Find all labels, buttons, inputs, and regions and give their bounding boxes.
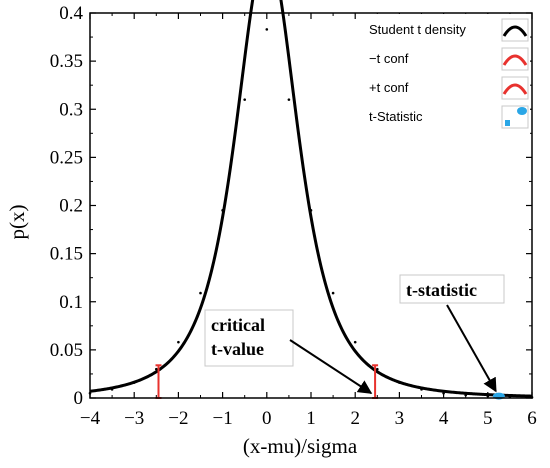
- x-tick-label: −3: [124, 408, 144, 429]
- legend-label: +t conf: [369, 80, 409, 95]
- x-tick-label: −1: [212, 408, 232, 429]
- density-point: [420, 388, 423, 391]
- x-tick-label: 1: [306, 408, 316, 429]
- annotation-arrow: [289, 339, 373, 394]
- annotation-text: t-statistic: [406, 280, 477, 300]
- y-tick-label: 0.05: [50, 340, 83, 361]
- annotation-text: critical: [211, 315, 265, 335]
- legend: Student t density −t conf +t conf t-Statist…: [364, 14, 530, 134]
- legend-entry: t-Statistic: [369, 105, 529, 129]
- density-point: [265, 28, 269, 31]
- x-axis-title: (x-mu)/sigma: [243, 434, 358, 458]
- legend-swatch: [501, 47, 529, 71]
- x-tick-label: 0: [262, 408, 272, 429]
- density-point: [243, 98, 246, 101]
- density-point: [376, 367, 379, 371]
- annotation-text: t-value: [211, 339, 264, 359]
- legend-entry: −t conf: [369, 47, 529, 71]
- density-point: [110, 388, 114, 391]
- density-point: [331, 291, 335, 295]
- x-tick-label: −2: [168, 408, 188, 429]
- density-point: [199, 291, 202, 295]
- density-point: [398, 381, 401, 384]
- density-curve: [89, 0, 533, 398]
- density-point: [155, 367, 158, 371]
- x-tick-label: 4: [439, 408, 449, 429]
- legend-marker-icon: [517, 107, 527, 115]
- x-tick-label: 5: [483, 408, 493, 429]
- y-tick-label: 0.35: [50, 51, 83, 72]
- legend-swatch: [501, 18, 529, 42]
- legend-entry: Student t density: [369, 18, 529, 42]
- legend-entry: +t conf: [369, 76, 529, 100]
- x-tick-label: 3: [395, 408, 405, 429]
- critical-t-value-annotation: critical t-value: [204, 309, 373, 394]
- legend-swatch: [501, 76, 529, 100]
- annotations: critical t-value t-statistic: [204, 274, 505, 394]
- t-statistic-annotation: t-statistic: [399, 274, 505, 393]
- density-point: [353, 340, 357, 344]
- x-tick-label: 6: [527, 408, 537, 429]
- annotation-arrow: [446, 304, 497, 393]
- legend-line-icon: [502, 54, 528, 66]
- density-point: [132, 381, 136, 384]
- density-point: [309, 209, 313, 212]
- legend-marker-icon: [505, 120, 510, 126]
- density-point: [287, 98, 291, 101]
- x-tick-label: −4: [80, 408, 101, 429]
- y-tick-label: 0.25: [50, 147, 83, 168]
- y-tick-label: 0.4: [59, 3, 83, 24]
- density-point: [221, 209, 224, 212]
- density-point: [177, 340, 180, 344]
- x-tick-label: 2: [350, 408, 360, 429]
- legend-line-icon: [502, 83, 528, 95]
- legend-label: Student t density: [369, 22, 466, 37]
- y-tick-label: 0.15: [50, 244, 83, 265]
- legend-label: −t conf: [369, 51, 409, 66]
- y-tick-label: 0.3: [59, 99, 83, 120]
- legend-label: t-Statistic: [369, 109, 423, 124]
- y-tick-label: 0: [74, 388, 84, 409]
- annotation-box: [204, 309, 294, 367]
- y-axis-title: p(x): [5, 205, 29, 240]
- y-tick-label: 0.1: [59, 292, 83, 313]
- axes: −4 −3 −2 −1 0 1 2 3 4 5 6 0 0.05 0.1 0.15 0.2 0.25 0.3 0.3…: [50, 3, 537, 429]
- y-tick-label: 0.2: [59, 196, 83, 217]
- annotation-box: [399, 274, 505, 304]
- legend-line-icon: [502, 25, 528, 37]
